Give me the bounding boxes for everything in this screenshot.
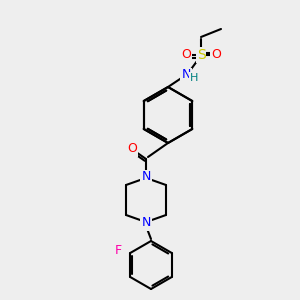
Text: F: F bbox=[115, 244, 122, 256]
Text: H: H bbox=[190, 73, 198, 83]
Text: O: O bbox=[181, 49, 191, 62]
Text: S: S bbox=[196, 48, 206, 62]
Text: O: O bbox=[127, 142, 137, 155]
Text: N: N bbox=[181, 68, 191, 82]
Text: N: N bbox=[141, 217, 151, 230]
Text: O: O bbox=[211, 49, 221, 62]
Text: N: N bbox=[141, 170, 151, 184]
